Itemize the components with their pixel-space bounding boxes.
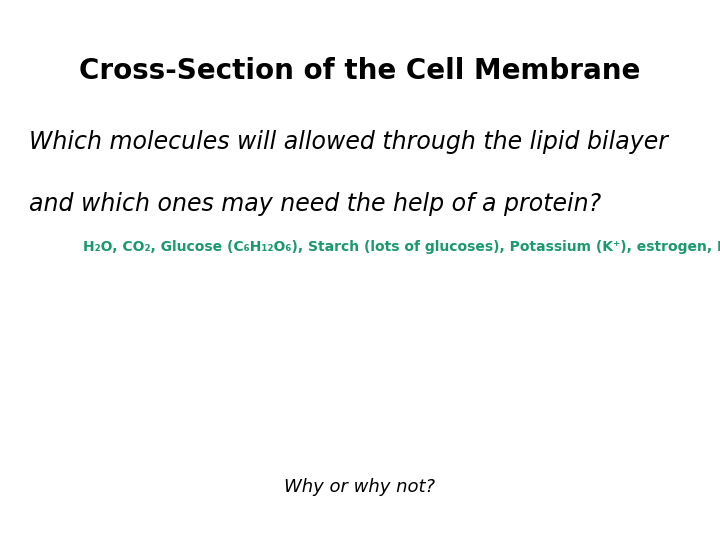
Text: Why or why not?: Why or why not? bbox=[284, 478, 436, 496]
Text: Which molecules will allowed through the lipid bilayer: Which molecules will allowed through the… bbox=[29, 130, 668, 153]
Text: Cross-Section of the Cell Membrane: Cross-Section of the Cell Membrane bbox=[79, 57, 641, 85]
Text: and which ones may need the help of a protein?: and which ones may need the help of a pr… bbox=[29, 192, 601, 215]
Text: H₂O, CO₂, Glucose (C₆H₁₂O₆), Starch (lots of glucoses), Potassium (K⁺), estrogen: H₂O, CO₂, Glucose (C₆H₁₂O₆), Starch (lot… bbox=[83, 240, 720, 254]
